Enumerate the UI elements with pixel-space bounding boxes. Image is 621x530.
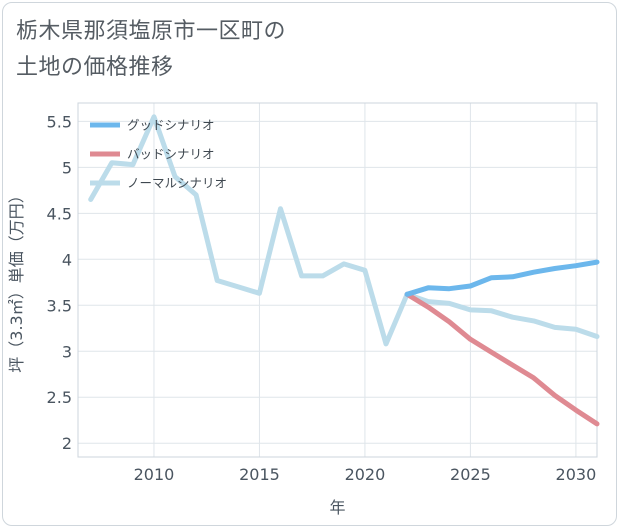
series-lines bbox=[88, 114, 600, 427]
y-axis-ticks: 2 2.5 3 3.5 4 4.5 5 5.5 bbox=[47, 112, 72, 453]
x-tick-label: 2020 bbox=[345, 465, 386, 484]
y-tick-label: 3 bbox=[62, 342, 72, 361]
y-tick-label: 2 bbox=[62, 434, 72, 453]
y-tick-label: 3.5 bbox=[47, 296, 72, 315]
title-line-1: 栃木県那須塩原市一区町の bbox=[16, 19, 287, 44]
y-tick-label: 5 bbox=[62, 158, 72, 177]
x-tick-label: 2030 bbox=[556, 465, 597, 484]
y-tick-label: 4.5 bbox=[47, 204, 72, 223]
legend-item-normal[interactable]: ノーマルシナリオ bbox=[90, 176, 227, 191]
y-tick-label: 4 bbox=[62, 250, 72, 269]
x-tick-label: 2025 bbox=[450, 465, 491, 484]
legend-label: ノーマルシナリオ bbox=[127, 176, 227, 191]
y-tick-label: 5.5 bbox=[47, 112, 72, 131]
legend-label: バッドシナリオ bbox=[127, 147, 215, 162]
legend-item-bad[interactable]: バッドシナリオ bbox=[90, 147, 215, 162]
series-line-normal bbox=[88, 114, 600, 347]
chart-card bbox=[2, 2, 617, 526]
chart-title: 栃木県那須塩原市一区町の 土地の価格推移 bbox=[16, 14, 436, 86]
title-line-2: 土地の価格推移 bbox=[16, 55, 174, 80]
legend-item-good[interactable]: グッドシナリオ bbox=[90, 118, 215, 133]
x-tick-label: 2010 bbox=[134, 465, 175, 484]
plot-border bbox=[77, 102, 598, 458]
grid bbox=[78, 103, 597, 457]
y-tick-label: 2.5 bbox=[47, 388, 72, 407]
x-axis-title: 年 bbox=[329, 498, 345, 517]
x-axis-ticks: 2010 2015 2020 2025 2030 bbox=[134, 465, 597, 484]
x-tick-label: 2015 bbox=[239, 465, 280, 484]
series-line-good bbox=[404, 259, 600, 297]
y-axis-title: 坪（3.3㎡）単価（万円） bbox=[7, 187, 26, 372]
legend-label: グッドシナリオ bbox=[127, 118, 215, 133]
series-line-bad bbox=[404, 291, 600, 427]
